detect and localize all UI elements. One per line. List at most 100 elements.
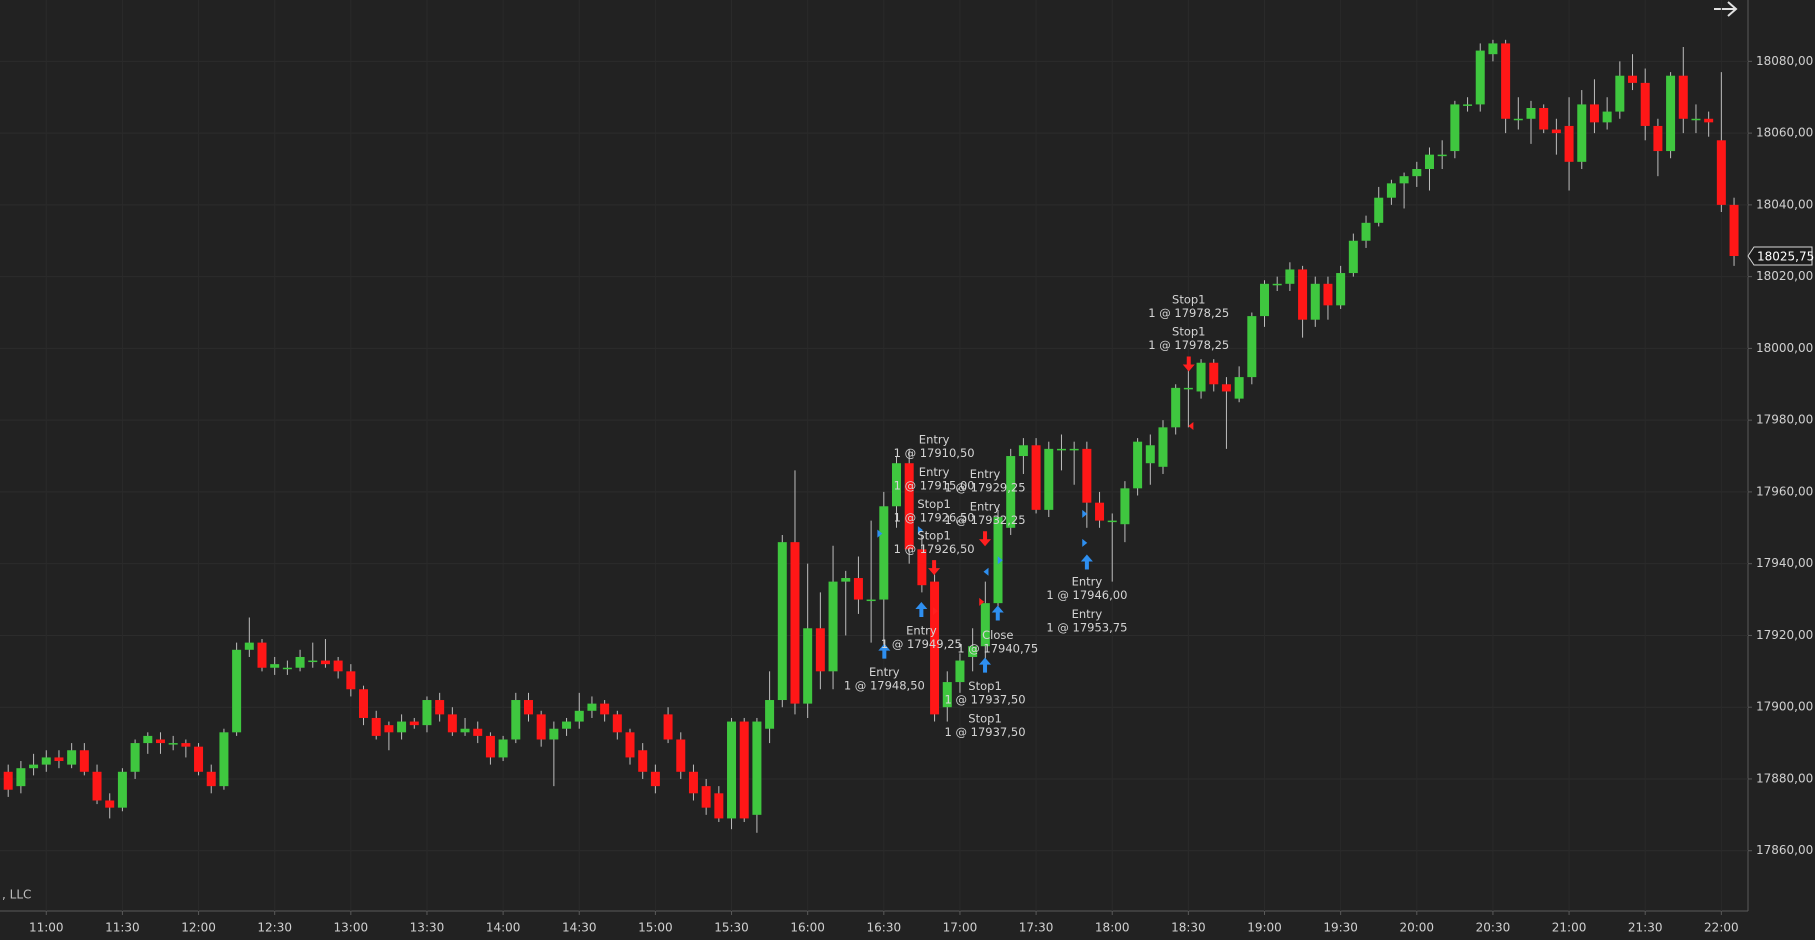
- candle-body: [841, 578, 851, 582]
- candle-body: [904, 463, 914, 550]
- nav-arrow-button[interactable]: [1714, 1, 1738, 17]
- annotation-title: Entry: [970, 499, 1001, 513]
- annotation-title: Stop1: [1172, 325, 1205, 339]
- candle-body: [155, 739, 165, 744]
- x-tick-label: 18:30: [1171, 921, 1206, 935]
- candle-body: [282, 667, 292, 670]
- trade-arrow: [991, 605, 1004, 621]
- trade-tick: [1082, 538, 1088, 547]
- candle-body: [1018, 445, 1028, 457]
- annotation-title: Stop1: [1172, 292, 1205, 306]
- trade-tick: [997, 556, 1003, 565]
- annotation-detail: 1 @ 17978,25: [1148, 306, 1229, 320]
- candle-body: [1602, 111, 1612, 123]
- x-tick-label: 14:30: [562, 921, 597, 935]
- candle-body: [1272, 283, 1282, 286]
- candle-body: [359, 689, 369, 718]
- candle-body: [397, 721, 407, 733]
- candle-body: [1031, 445, 1041, 510]
- annotation-title: Close: [982, 628, 1013, 642]
- candle-body: [511, 700, 521, 740]
- candle-body: [1666, 75, 1676, 152]
- candle-body: [815, 628, 825, 672]
- candle-body: [1615, 75, 1625, 112]
- candle-body: [320, 660, 330, 665]
- candle-body: [828, 581, 838, 672]
- candle-body: [1577, 104, 1587, 162]
- annotation-detail: 1 @ 17937,50: [945, 692, 1026, 706]
- y-tick-label: 18020,00: [1756, 269, 1813, 283]
- annotation-title: Entry: [869, 665, 900, 679]
- x-tick-label: 14:00: [486, 921, 521, 935]
- trade-tick: [983, 567, 989, 576]
- candle-body: [523, 700, 533, 715]
- candle-body: [752, 721, 762, 815]
- candle-body: [130, 743, 140, 772]
- candle-body: [1488, 43, 1498, 55]
- candle-body: [308, 660, 318, 663]
- candle-body: [701, 786, 711, 808]
- candle-body: [1526, 107, 1536, 119]
- x-tick-label: 20:00: [1399, 921, 1434, 935]
- candle-body: [1475, 50, 1485, 105]
- candle-body: [206, 771, 216, 787]
- candle-body: [333, 660, 343, 672]
- y-tick-label: 18040,00: [1756, 197, 1813, 211]
- candle-body: [181, 743, 191, 747]
- candle-body: [625, 732, 635, 758]
- candle-body: [1653, 125, 1663, 152]
- trade-arrow: [915, 602, 928, 618]
- trade-tick: [979, 597, 985, 606]
- candle-body: [1513, 118, 1523, 121]
- y-tick-label: 18060,00: [1756, 126, 1813, 140]
- candle-body: [739, 721, 749, 819]
- candle-body: [587, 703, 597, 711]
- candle-body: [1628, 75, 1638, 83]
- candle-body: [1247, 316, 1257, 378]
- candle-body: [117, 771, 127, 808]
- candle-body: [1501, 43, 1511, 119]
- candle-body: [1729, 204, 1739, 257]
- candle-body: [942, 682, 952, 708]
- candle-body: [1589, 104, 1599, 123]
- annotation-detail: 1 @ 17940,75: [957, 641, 1038, 655]
- y-tick-label: 18000,00: [1756, 341, 1813, 355]
- candle-body: [612, 714, 622, 733]
- x-tick-label: 13:30: [410, 921, 445, 935]
- annotation-title: Entry: [919, 432, 950, 446]
- candle-body: [270, 664, 280, 668]
- candle-body: [41, 757, 51, 765]
- x-tick-label: 17:00: [943, 921, 978, 935]
- candle-body: [1539, 107, 1549, 130]
- candle-body: [485, 735, 495, 758]
- annotation-title: Entry: [1072, 607, 1103, 621]
- candle-body: [1323, 283, 1333, 306]
- annotation-detail: 1 @ 17953,75: [1046, 621, 1127, 635]
- candle-body: [257, 642, 267, 668]
- x-tick-label: 16:30: [867, 921, 902, 935]
- candle-body: [1196, 362, 1206, 392]
- candle-body: [422, 700, 432, 726]
- candle-body: [1310, 283, 1320, 320]
- candle-body: [638, 750, 648, 772]
- annotation-detail: 1 @ 17949,25: [881, 637, 962, 651]
- candle-body: [498, 739, 508, 758]
- y-tick-label: 17980,00: [1756, 413, 1813, 427]
- candle-body: [384, 725, 394, 733]
- y-tick-label: 17860,00: [1756, 843, 1813, 857]
- last-price-tag: [1747, 246, 1813, 266]
- x-tick-label: 12:00: [181, 921, 216, 935]
- annotation-title: Entry: [906, 623, 937, 637]
- candle-body: [1716, 140, 1726, 205]
- x-tick-label: 11:30: [105, 921, 140, 935]
- trade-arrow: [979, 657, 992, 673]
- x-tick-label: 19:00: [1247, 921, 1282, 935]
- candle-body: [1412, 168, 1422, 177]
- x-tick-label: 18:00: [1095, 921, 1130, 935]
- x-tick-label: 19:30: [1323, 921, 1358, 935]
- candle-body: [1298, 269, 1308, 320]
- candle-body: [777, 542, 787, 701]
- x-tick-label: 21:30: [1628, 921, 1663, 935]
- candle-body: [346, 671, 356, 690]
